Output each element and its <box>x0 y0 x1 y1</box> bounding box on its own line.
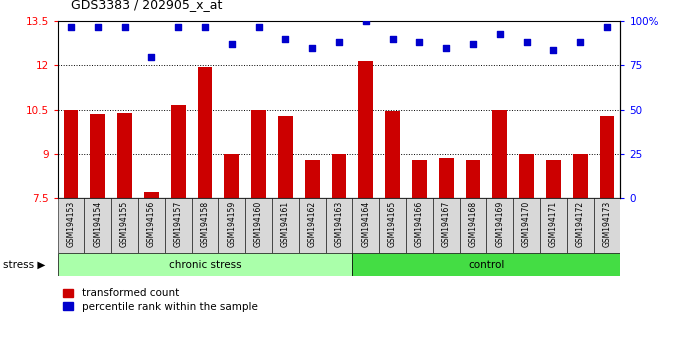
Bar <box>224 154 239 198</box>
Text: GSM194167: GSM194167 <box>441 201 451 247</box>
Point <box>119 24 130 29</box>
Bar <box>466 160 480 198</box>
Text: GSM194153: GSM194153 <box>66 201 75 247</box>
FancyBboxPatch shape <box>272 198 299 253</box>
Point <box>601 24 612 29</box>
FancyBboxPatch shape <box>58 198 85 253</box>
Bar <box>117 113 132 198</box>
Point <box>199 24 210 29</box>
Point <box>414 40 425 45</box>
FancyBboxPatch shape <box>85 198 111 253</box>
Text: GSM194170: GSM194170 <box>522 201 531 247</box>
Bar <box>412 160 426 198</box>
Bar <box>90 114 105 198</box>
Point <box>387 36 398 42</box>
Bar <box>546 160 561 198</box>
Point <box>146 54 157 59</box>
Bar <box>252 110 266 198</box>
Text: GSM194159: GSM194159 <box>227 201 237 247</box>
Point <box>253 24 264 29</box>
FancyBboxPatch shape <box>299 198 325 253</box>
FancyBboxPatch shape <box>58 253 353 276</box>
FancyBboxPatch shape <box>567 198 593 253</box>
Text: GSM194163: GSM194163 <box>334 201 344 247</box>
Text: GSM194162: GSM194162 <box>308 201 317 247</box>
Point <box>548 47 559 52</box>
Bar <box>573 154 588 198</box>
FancyBboxPatch shape <box>433 198 460 253</box>
FancyBboxPatch shape <box>325 198 353 253</box>
Text: GSM194169: GSM194169 <box>496 201 504 247</box>
Text: stress ▶: stress ▶ <box>3 259 46 270</box>
Point <box>494 31 505 36</box>
Point <box>361 18 372 24</box>
Bar <box>385 111 400 198</box>
FancyBboxPatch shape <box>406 198 433 253</box>
FancyBboxPatch shape <box>245 198 272 253</box>
FancyBboxPatch shape <box>460 198 486 253</box>
Text: GSM194172: GSM194172 <box>576 201 584 247</box>
FancyBboxPatch shape <box>593 198 620 253</box>
Bar <box>144 192 159 198</box>
Point <box>92 24 103 29</box>
Text: chronic stress: chronic stress <box>169 259 241 270</box>
Bar <box>519 154 534 198</box>
Bar <box>492 110 507 198</box>
FancyBboxPatch shape <box>486 198 513 253</box>
Point <box>334 40 344 45</box>
Bar <box>278 116 293 198</box>
FancyBboxPatch shape <box>218 198 245 253</box>
FancyBboxPatch shape <box>540 198 567 253</box>
Point <box>441 45 452 51</box>
Bar <box>64 110 79 198</box>
FancyBboxPatch shape <box>192 198 218 253</box>
FancyBboxPatch shape <box>513 198 540 253</box>
Point <box>468 41 479 47</box>
Text: GDS3383 / 202905_x_at: GDS3383 / 202905_x_at <box>71 0 222 11</box>
Text: GSM194158: GSM194158 <box>201 201 210 247</box>
Text: GSM194171: GSM194171 <box>549 201 558 247</box>
Point <box>173 24 184 29</box>
Point <box>280 36 291 42</box>
FancyBboxPatch shape <box>379 198 406 253</box>
Bar <box>305 160 319 198</box>
Text: GSM194156: GSM194156 <box>147 201 156 247</box>
Bar <box>359 61 373 198</box>
Legend: transformed count, percentile rank within the sample: transformed count, percentile rank withi… <box>63 289 258 312</box>
FancyBboxPatch shape <box>353 198 379 253</box>
FancyBboxPatch shape <box>138 198 165 253</box>
Text: control: control <box>468 259 504 270</box>
Bar <box>332 154 346 198</box>
FancyBboxPatch shape <box>353 253 620 276</box>
Point <box>226 41 237 47</box>
Point <box>521 40 532 45</box>
Text: GSM194157: GSM194157 <box>174 201 182 247</box>
Text: GSM194165: GSM194165 <box>388 201 397 247</box>
Text: GSM194166: GSM194166 <box>415 201 424 247</box>
Bar <box>439 159 454 198</box>
Text: GSM194154: GSM194154 <box>94 201 102 247</box>
Text: GSM194161: GSM194161 <box>281 201 290 247</box>
Bar <box>198 67 212 198</box>
FancyBboxPatch shape <box>165 198 192 253</box>
Text: GSM194168: GSM194168 <box>468 201 477 247</box>
Text: GSM194160: GSM194160 <box>254 201 263 247</box>
Bar <box>599 116 614 198</box>
Text: GSM194155: GSM194155 <box>120 201 129 247</box>
Point <box>575 40 586 45</box>
Text: GSM194164: GSM194164 <box>361 201 370 247</box>
FancyBboxPatch shape <box>111 198 138 253</box>
Text: GSM194173: GSM194173 <box>603 201 612 247</box>
Bar <box>171 105 186 198</box>
Point <box>66 24 77 29</box>
Point <box>306 45 317 51</box>
